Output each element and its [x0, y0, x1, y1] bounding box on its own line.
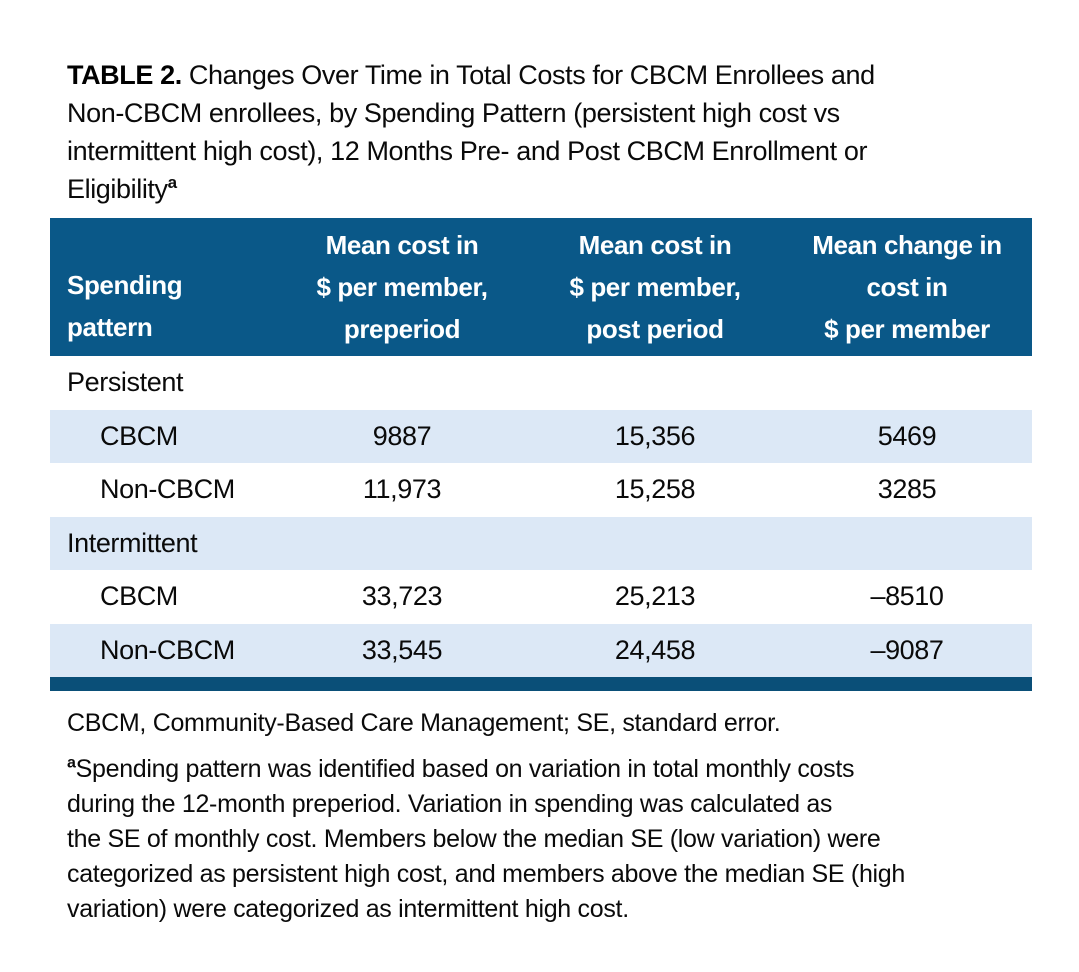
row-label: Intermittent: [67, 527, 198, 558]
row-pre-value: 11,973: [362, 474, 442, 505]
row-change-value: –9087: [870, 634, 944, 665]
table-title-text: Changes Over Time in Total Costs for CBC…: [67, 60, 875, 204]
row-change-value: 5469: [877, 420, 937, 451]
table-title-footnote-marker: a: [167, 173, 177, 192]
table-header-row: Spending pattern Mean cost in $ per memb…: [50, 218, 1032, 356]
row-label: Persistent: [67, 367, 184, 398]
header-mean-change: Mean change in cost in $ per member: [812, 230, 1002, 344]
table-title-label: TABLE 2.: [67, 60, 182, 90]
table-row-intermittent-noncbcm: Non-CBCM 33,545 24,458 –9087: [50, 623, 1032, 677]
table-row-intermittent: Intermittent: [50, 516, 1032, 570]
table-title: TABLE 2. Changes Over Time in Total Cost…: [67, 56, 1027, 208]
row-post-value: 15,258: [614, 474, 696, 505]
table-bottom-rule: [50, 677, 1032, 691]
row-pre-value: 33,723: [361, 581, 443, 612]
row-label: CBCM: [100, 420, 178, 451]
row-pre-value: 33,545: [361, 634, 443, 665]
row-post-value: 15,356: [614, 420, 696, 451]
header-spending-pattern: Spending pattern: [67, 270, 183, 342]
row-change-value: –8510: [870, 581, 944, 612]
row-change-value: 3285: [877, 474, 937, 505]
abbreviations-note: CBCM, Community-Based Care Management; S…: [67, 709, 781, 737]
row-label: Non-CBCM: [100, 474, 235, 505]
table-body: Persistent CBCM 9887 15,356 5469 Non-CBC…: [50, 356, 1032, 677]
table-row-persistent-noncbcm: Non-CBCM 11,973 15,258 3285: [50, 463, 1032, 517]
header-mean-cost-postperiod: Mean cost in $ per member, post period: [569, 230, 741, 344]
table-row-persistent-cbcm: CBCM 9887 15,356 5469: [50, 409, 1032, 463]
row-label: CBCM: [100, 581, 178, 612]
row-post-value: 25,213: [614, 581, 696, 612]
footnotes: CBCM, Community-Based Care Management; S…: [67, 706, 1052, 927]
row-label: Non-CBCM: [100, 634, 235, 665]
header-mean-cost-preperiod: Mean cost in $ per member, preperiod: [316, 230, 488, 344]
row-pre-value: 9887: [372, 420, 432, 451]
footnote-a-text: Spending pattern was identified based on…: [67, 755, 906, 923]
footnote-a-marker: a: [67, 754, 76, 772]
table-row-intermittent-cbcm: CBCM 33,723 25,213 –8510: [50, 570, 1032, 624]
row-post-value: 24,458: [614, 634, 696, 665]
costs-table: Spending pattern Mean cost in $ per memb…: [50, 218, 1032, 691]
footnote-a: aSpending pattern was identified based o…: [67, 752, 1052, 927]
table-row-persistent: Persistent: [50, 356, 1032, 410]
